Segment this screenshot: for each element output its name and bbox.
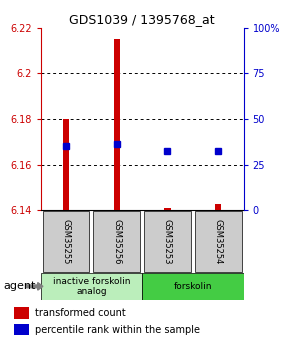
Bar [142, 273, 244, 300]
Text: inactive forskolin
analog: inactive forskolin analog [52, 277, 130, 296]
Bar [164, 208, 171, 210]
Text: agent: agent [3, 282, 35, 291]
Bar [14, 324, 30, 335]
Text: percentile rank within the sample: percentile rank within the sample [35, 325, 200, 335]
Bar [14, 307, 30, 319]
Bar [215, 204, 221, 210]
Text: GSM35254: GSM35254 [214, 219, 223, 264]
Bar [43, 211, 89, 272]
Text: GSM35256: GSM35256 [112, 219, 121, 264]
Bar [114, 39, 120, 210]
Text: GSM35253: GSM35253 [163, 219, 172, 264]
Title: GDS1039 / 1395768_at: GDS1039 / 1395768_at [69, 13, 215, 27]
Bar [41, 273, 142, 300]
Bar [63, 119, 69, 210]
Bar [195, 211, 242, 272]
Bar [93, 211, 140, 272]
Text: GSM35255: GSM35255 [61, 219, 70, 264]
Text: transformed count: transformed count [35, 308, 126, 318]
Text: forskolin: forskolin [174, 282, 212, 291]
Bar [144, 211, 191, 272]
